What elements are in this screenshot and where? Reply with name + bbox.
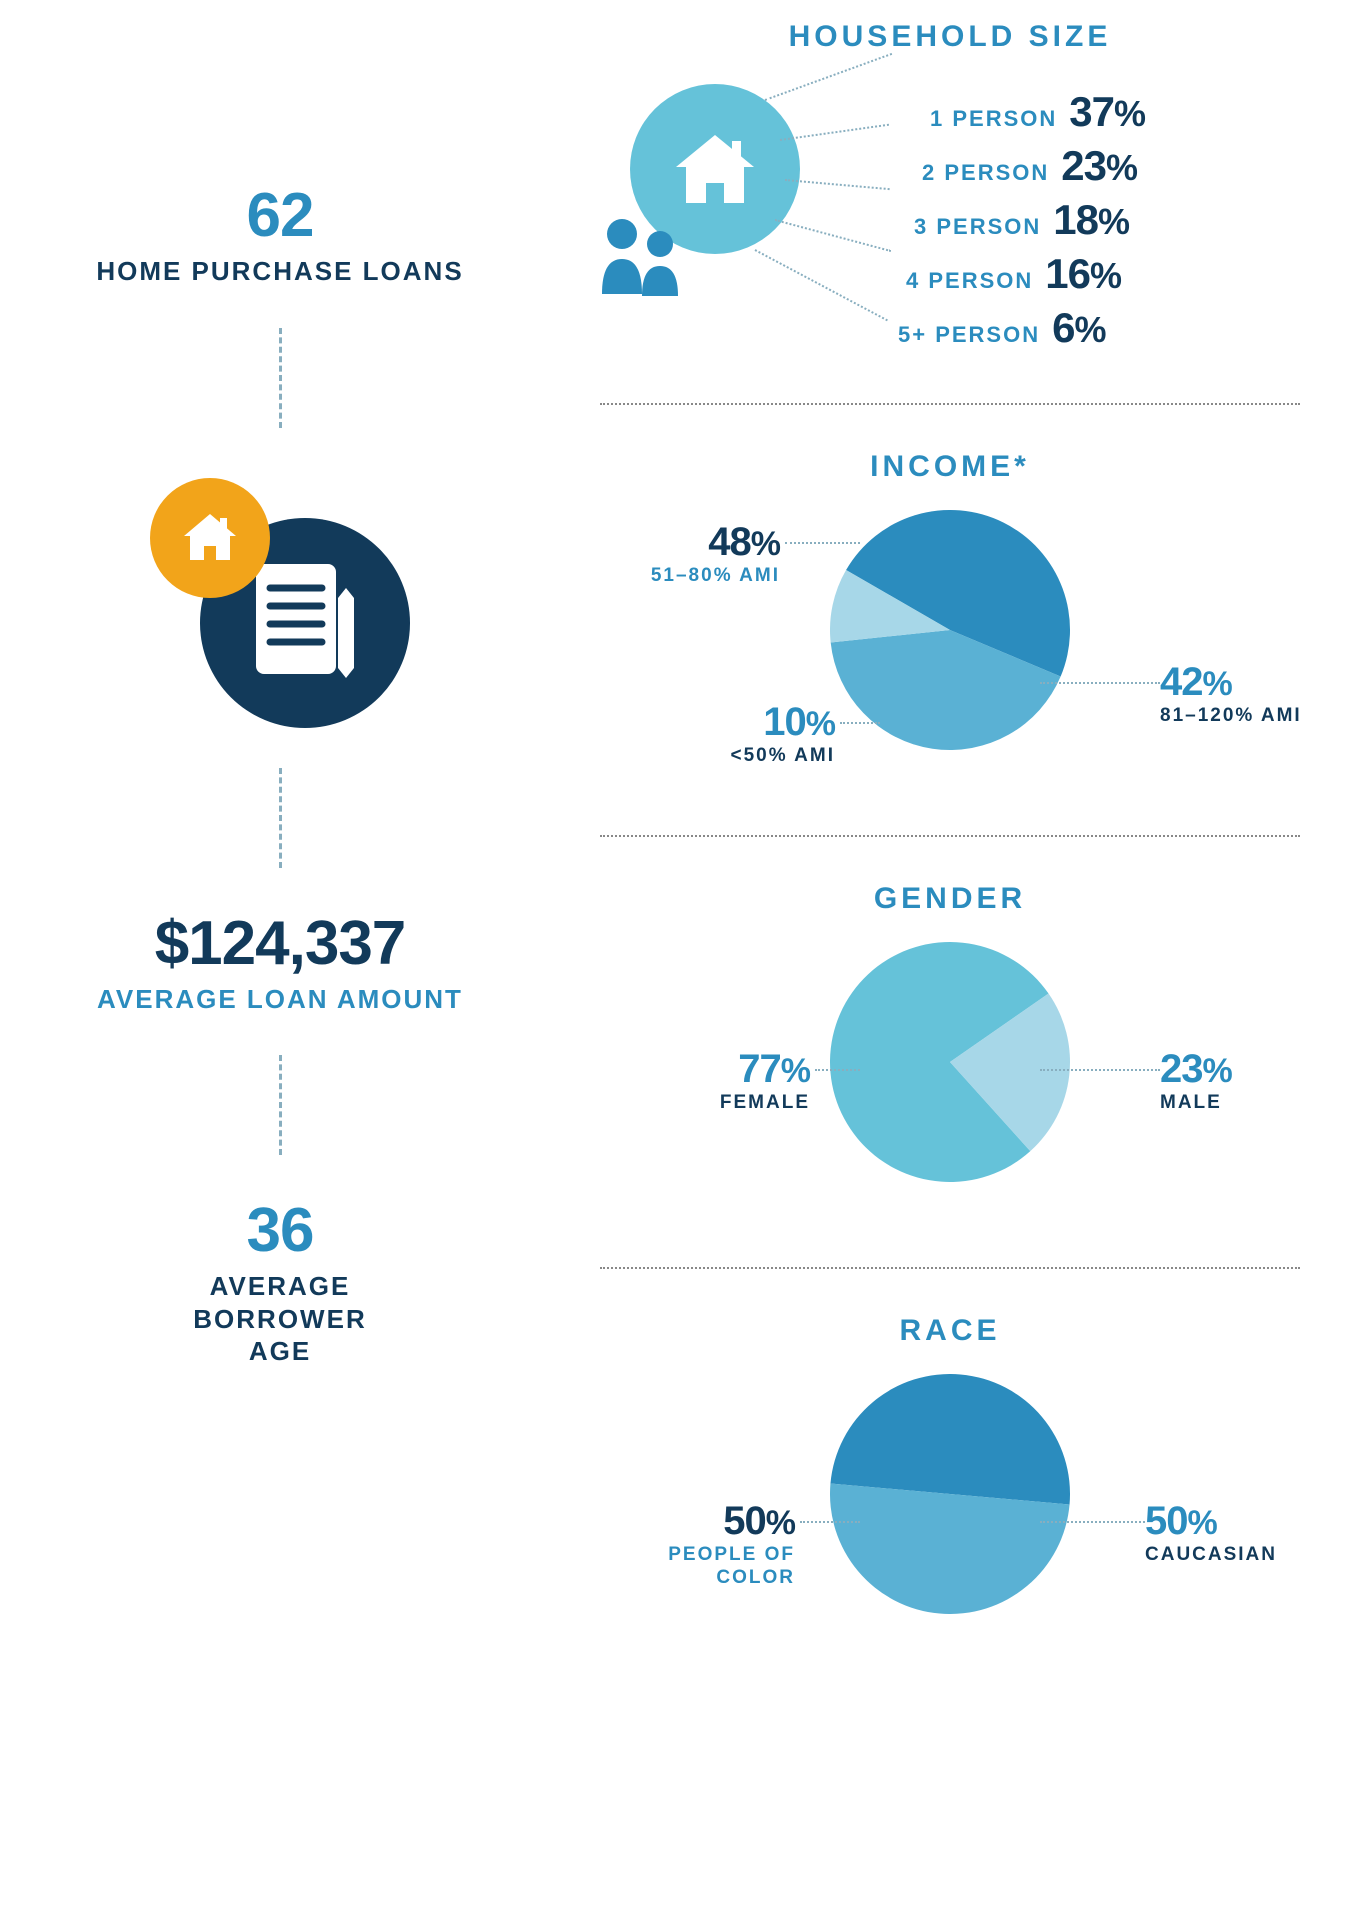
pie-label-0: 50%PEOPLE OF COLOR: [615, 1499, 795, 1590]
stat-age: 36 AVERAGE BORROWER AGE: [70, 1195, 490, 1368]
household-rows: 1 PERSON 37% 2 PERSON 23% 3 PERSON 18% 4 PERSO…: [830, 84, 1300, 358]
household-title: HOUSEHOLD SIZE: [600, 20, 1300, 54]
gender-title: GENDER: [600, 882, 1300, 916]
vertical-dash-1: [279, 328, 282, 428]
vertical-dash-3: [279, 1055, 282, 1155]
stat-loans-label: HOME PURCHASE LOANS: [70, 255, 490, 288]
document-icon: [250, 558, 360, 688]
people-icon: [590, 204, 700, 314]
pie-label-2: 10%<50% AMI: [655, 700, 835, 768]
pie-label-1: 50%CAUCASIAN: [1145, 1499, 1315, 1567]
pie-label-0: 77%FEMALE: [630, 1047, 810, 1115]
household-row-value: 37%: [1069, 88, 1145, 136]
pie-chart: [830, 510, 1070, 755]
left-stats-column: 62 HOME PURCHASE LOANS $124,337 AVERAGE …: [70, 180, 490, 1408]
pie-leader-1: [1040, 1069, 1160, 1071]
pie-label-value: 10%: [655, 700, 835, 745]
pie-chart: [830, 942, 1070, 1187]
pie-label-desc: <50% AMI: [655, 745, 835, 768]
house-icon: [180, 510, 240, 565]
stat-amount-label: AVERAGE LOAN AMOUNT: [70, 983, 490, 1016]
pie-label-0: 48%51–80% AMI: [600, 520, 780, 588]
divider-2: [600, 835, 1300, 837]
pie-label-desc: FEMALE: [630, 1092, 810, 1115]
household-row-label: 1 PERSON: [930, 106, 1057, 132]
pie-leader-0: [815, 1069, 860, 1071]
pie-label-desc: 51–80% AMI: [600, 565, 780, 588]
household-row-2: 2 PERSON 23%: [830, 142, 1300, 190]
income-section: INCOME* 48%51–80% AMI42%81–120% AMI10%<5…: [600, 450, 1300, 790]
pie-leader-1: [1040, 682, 1160, 684]
pie-label-value: 48%: [600, 520, 780, 565]
pie-label-value: 50%: [615, 1499, 795, 1544]
pie-chart: [830, 1374, 1070, 1619]
household-row-value: 18%: [1053, 196, 1129, 244]
income-title: INCOME*: [600, 450, 1300, 484]
stat-age-value: 36: [70, 1195, 490, 1266]
pie-leader-0: [800, 1521, 860, 1523]
pie-label-desc: CAUCASIAN: [1145, 1544, 1315, 1567]
household-row-5: 5+ PERSON 6%: [830, 304, 1300, 352]
pie-label-value: 23%: [1160, 1047, 1330, 1092]
household-row-value: 23%: [1061, 142, 1137, 190]
household-row-4: 4 PERSON 16%: [830, 250, 1300, 298]
stat-loans-value: 62: [70, 180, 490, 251]
pie-label-1: 23%MALE: [1160, 1047, 1330, 1115]
pie-label-value: 42%: [1160, 660, 1330, 705]
household-row-value: 16%: [1045, 250, 1121, 298]
divider-1: [600, 403, 1300, 405]
pie-label-desc: MALE: [1160, 1092, 1330, 1115]
race-section: RACE 50%PEOPLE OF COLOR50%CAUCASIAN: [600, 1314, 1300, 1654]
pie-label-value: 77%: [630, 1047, 810, 1092]
household-row-value: 6%: [1052, 304, 1105, 352]
stat-amount-value: $124,337: [70, 908, 490, 979]
household-row-3: 3 PERSON 18%: [830, 196, 1300, 244]
gender-section: GENDER 77%FEMALE23%MALE: [600, 882, 1300, 1222]
vertical-dash-2: [279, 768, 282, 868]
pie-label-value: 50%: [1145, 1499, 1315, 1544]
household-block: 1 PERSON 37% 2 PERSON 23% 3 PERSON 18% 4 PERSO…: [600, 84, 1300, 358]
household-row-label: 2 PERSON: [922, 160, 1049, 186]
pie-label-desc: 81–120% AMI: [1160, 705, 1330, 728]
right-charts-column: HOUSEHOLD SIZE 1 PERSON 37% 2 PERSON 23%: [600, 20, 1300, 1664]
pie-label-desc: PEOPLE OF COLOR: [615, 1544, 795, 1590]
house-white-icon: [670, 129, 760, 209]
house-orange-circle: [150, 478, 270, 598]
stat-loans: 62 HOME PURCHASE LOANS: [70, 180, 490, 288]
household-row-label: 4 PERSON: [906, 268, 1033, 294]
stat-amount: $124,337 AVERAGE LOAN AMOUNT: [70, 908, 490, 1016]
loan-icon-cluster: [150, 468, 410, 728]
stat-age-label: AVERAGE BORROWER AGE: [165, 1270, 395, 1368]
household-row-label: 3 PERSON: [914, 214, 1041, 240]
household-row-1: 1 PERSON 37%: [830, 88, 1300, 136]
household-icon-cluster: [600, 84, 800, 304]
divider-3: [600, 1267, 1300, 1269]
pie-leader-0: [785, 542, 860, 544]
pie-label-1: 42%81–120% AMI: [1160, 660, 1330, 728]
household-row-label: 5+ PERSON: [898, 322, 1040, 348]
race-title: RACE: [600, 1314, 1300, 1348]
pie-leader-1: [1040, 1521, 1145, 1523]
pie-leader-2: [840, 722, 880, 724]
